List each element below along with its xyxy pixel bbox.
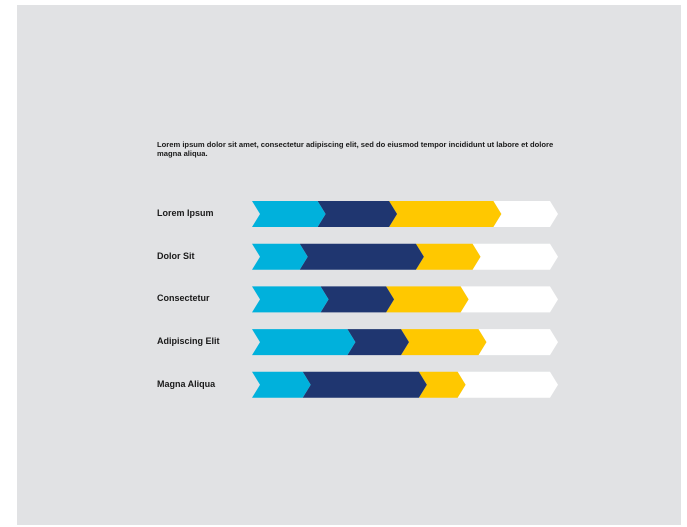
bar-segment-adipiscing-elit-1	[252, 329, 356, 356]
bar-segment-lorem-ipsum-1	[252, 201, 326, 227]
bar-segment-lorem-ipsum-2	[317, 201, 398, 227]
bar-segment-dolor-sit-3	[415, 243, 481, 270]
bar-segment-magna-aliqua-3	[418, 371, 466, 398]
category-label-lorem-ipsum: Lorem Ipsum	[157, 208, 214, 218]
bar-segment-adipiscing-elit-3	[401, 329, 487, 356]
bar-segment-consectetur-4	[460, 286, 558, 313]
category-label-magna-aliqua: Magna Aliqua	[157, 378, 216, 389]
bar-segment-dolor-sit-2	[299, 243, 424, 270]
bar-segment-magna-aliqua-2	[302, 371, 427, 398]
bar-segment-consectetur-2	[320, 286, 395, 313]
bar-segment-adipiscing-elit-4	[478, 329, 558, 356]
bar-segment-lorem-ipsum-3	[389, 201, 502, 227]
bar-segment-dolor-sit-1	[252, 243, 308, 270]
bar-segment-adipiscing-elit-2	[347, 329, 409, 356]
bar-segment-dolor-sit-4	[472, 243, 558, 270]
bar-segment-magna-aliqua-4	[457, 371, 558, 398]
bar-segment-consectetur-1	[252, 286, 329, 313]
intro-text: Lorem ipsum dolor sit amet, consectetur …	[157, 140, 554, 159]
bar-segment-consectetur-3	[386, 286, 469, 313]
category-label-consectetur: Consectetur	[157, 293, 210, 304]
category-label-adipiscing-elit: Adipiscing Elit	[157, 336, 220, 347]
category-label-dolor-sit: Dolor Sit	[157, 250, 195, 261]
bar-segment-magna-aliqua-1	[252, 371, 311, 398]
bar-segment-lorem-ipsum-4	[493, 201, 558, 227]
